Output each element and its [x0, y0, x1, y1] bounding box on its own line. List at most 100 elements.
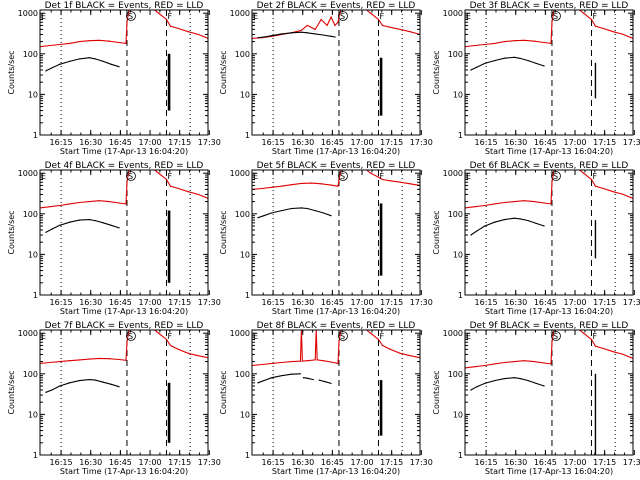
- plot-frame: [251, 9, 421, 136]
- marker-label-f: F: [379, 172, 384, 181]
- x-tick-label: 16:15: [50, 298, 73, 307]
- data-point: [399, 28, 401, 30]
- data-point: [484, 364, 486, 367]
- data-point: [590, 338, 593, 341]
- data-point: [622, 193, 624, 196]
- y-tick-label: 1: [245, 131, 250, 140]
- data-point: [271, 212, 273, 214]
- series-lld: [465, 330, 633, 369]
- data-point: [324, 381, 326, 383]
- data-point: [102, 222, 104, 224]
- data-point: [157, 12, 160, 14]
- y-tick-label: 10: [453, 90, 463, 99]
- marker-circle: [338, 331, 348, 341]
- y-axis-label: Counts/sec: [432, 50, 441, 94]
- data-point: [535, 382, 537, 385]
- data-point: [271, 35, 273, 37]
- y-tick-label: 10: [453, 410, 463, 419]
- data-point: [543, 41, 545, 44]
- data-point: [49, 361, 51, 364]
- data-point: [582, 332, 585, 334]
- plot-area: [40, 10, 208, 135]
- data-point: [281, 361, 283, 364]
- plot-area: [465, 330, 633, 455]
- marker-label-f: F: [167, 172, 172, 181]
- data-point: [187, 31, 189, 33]
- data-point: [543, 385, 545, 387]
- data-point: [118, 358, 120, 361]
- data-point: [519, 218, 521, 220]
- data-point: [474, 44, 476, 47]
- plot-area: [40, 330, 208, 455]
- plot-frame: [251, 169, 421, 296]
- data-point: [337, 21, 339, 23]
- marker-label-e: E: [466, 12, 471, 21]
- data-point: [157, 332, 160, 334]
- data-point: [474, 366, 476, 368]
- plot-frame: [464, 169, 634, 296]
- series-lld: [252, 170, 420, 190]
- data-point: [494, 363, 496, 365]
- x-tick-label: 16:45: [534, 458, 557, 467]
- y-tick-label: 100: [235, 50, 250, 59]
- y-tick-label: 1: [33, 131, 38, 140]
- marker-circle: [551, 171, 561, 181]
- marker-label-s: S: [340, 172, 345, 181]
- x-tick-label: 16:45: [534, 298, 557, 307]
- data-point: [78, 58, 81, 60]
- x-tick-label: 17:00: [138, 458, 161, 467]
- series-events: [257, 373, 301, 384]
- y-tick-label: 1: [245, 451, 250, 460]
- data-point: [474, 206, 476, 208]
- x-tick-label: 17:15: [593, 138, 616, 147]
- data-point: [49, 206, 51, 208]
- x-tick-label: 17:15: [380, 458, 403, 467]
- data-point: [69, 60, 71, 63]
- data-point: [257, 37, 259, 39]
- data-point: [94, 58, 96, 60]
- panel-title: Det 9f BLACK = Events, RED = LLD: [470, 321, 629, 331]
- y-tick-label: 1000: [18, 9, 38, 18]
- data-point: [622, 353, 624, 356]
- y-tick-label: 1: [458, 131, 463, 140]
- series-events: [470, 56, 545, 71]
- y-tick-label: 1: [33, 451, 38, 460]
- data-point: [306, 207, 308, 210]
- series-lld: [252, 10, 420, 39]
- x-tick-label: 17:00: [563, 458, 586, 467]
- x-tick-label: 16:15: [475, 138, 498, 147]
- data-point: [330, 35, 332, 37]
- marker-label-e: E: [253, 332, 258, 341]
- x-tick-label: 16:45: [109, 298, 132, 307]
- y-tick-label: 100: [235, 370, 250, 379]
- marker-label-s: S: [128, 332, 133, 341]
- data-point: [290, 184, 293, 186]
- panel-title: Det 1f BLACK = Events, RED = LLD: [45, 1, 204, 11]
- data-point: [69, 221, 71, 223]
- plot-area: [252, 330, 420, 455]
- data-point: [88, 358, 91, 360]
- data-point: [281, 185, 283, 187]
- data-point: [389, 26, 391, 28]
- x-tick-label: 16:45: [109, 458, 132, 467]
- data-point: [590, 18, 593, 21]
- data-point: [306, 24, 308, 27]
- y-tick-label: 1000: [443, 9, 463, 18]
- data-point: [523, 39, 525, 41]
- data-point: [535, 222, 537, 225]
- data-point: [377, 176, 380, 178]
- data-point: [94, 220, 96, 222]
- data-point: [543, 362, 545, 364]
- data-point: [169, 25, 172, 27]
- x-tick-label: 16:30: [291, 458, 314, 467]
- y-tick-label: 10: [240, 410, 250, 419]
- data-point: [470, 234, 472, 236]
- data-point: [88, 40, 91, 42]
- y-tick-label: 1: [458, 291, 463, 300]
- x-tick-label: 17:15: [168, 458, 191, 467]
- data-point: [78, 201, 81, 204]
- data-point: [369, 172, 372, 174]
- marker-label-f: F: [592, 332, 597, 341]
